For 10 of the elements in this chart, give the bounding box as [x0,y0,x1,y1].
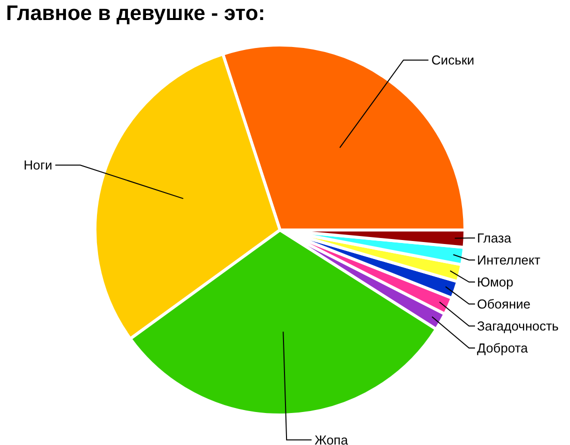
slice-label: Жопа [314,432,349,445]
slice-label: Обояние [477,296,530,312]
slice-label: Глаза [477,230,512,246]
slice-label: Доброта [477,340,529,356]
slice-label: Интеллект [477,252,540,268]
slice-label: Загадочность [477,318,559,334]
slice-label: Сиськи [431,52,474,68]
chart-title: Главное в девушке - это: [6,2,266,26]
slice-label: Ноги [24,158,52,173]
slice-label: Юмор [477,274,514,290]
